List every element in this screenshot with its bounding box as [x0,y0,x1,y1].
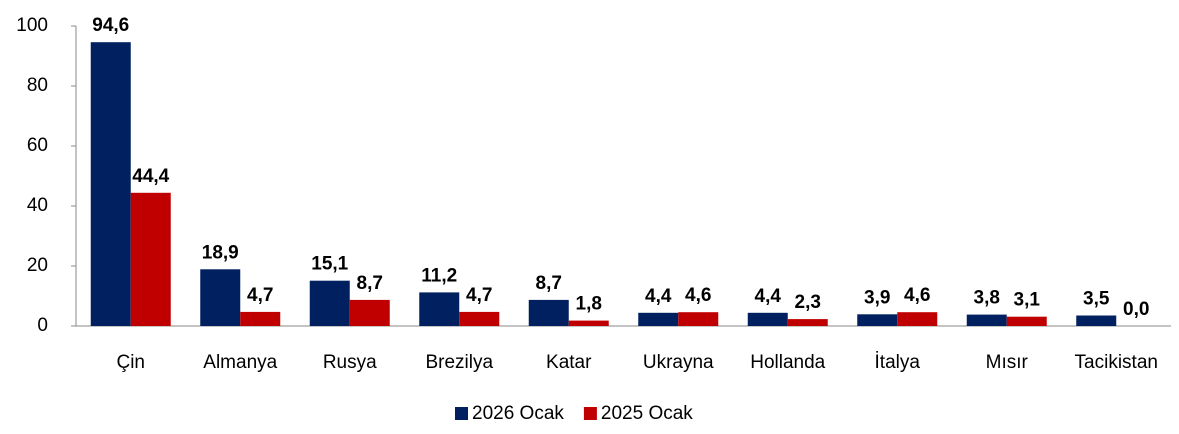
y-tick-label: 40 [27,195,48,216]
value-label: 3,5 [1083,289,1110,310]
bar [309,280,350,326]
value-label: 4,4 [755,286,782,307]
bar [857,314,898,326]
value-label: 1,8 [576,294,602,315]
value-label: 44,4 [132,166,169,187]
value-label: 8,7 [536,273,562,294]
bar [747,312,788,326]
value-label: 3,8 [974,288,1000,309]
x-tick-label: Brezilya [425,352,493,373]
x-tick-label: Rusya [323,352,377,373]
bar [200,269,241,326]
value-label: 94,6 [92,15,129,36]
x-tick-label: Çin [116,352,145,373]
x-tick-label: Hollanda [750,352,825,373]
bar [240,311,281,326]
y-tick-label: 60 [27,135,48,156]
bar [638,312,679,326]
legend-label: 2025 Ocak [601,403,693,424]
value-label: 11,2 [421,265,457,286]
legend-swatch [583,407,597,420]
bar [1076,315,1117,326]
y-tick-label: 80 [27,75,48,96]
x-tick-label: Almanya [203,352,277,373]
x-tick-label: Ukrayna [643,352,714,373]
value-label: 0,0 [1123,299,1149,320]
value-label: 3,9 [864,287,890,308]
value-label: 3,1 [1014,290,1041,311]
bar [897,312,938,326]
bar [90,42,131,326]
x-tick-label: Katar [546,352,592,373]
value-label: 4,6 [685,285,711,306]
legend-label: 2026 Ocak [472,403,564,424]
y-tick-label: 100 [16,15,48,36]
bar [419,292,460,326]
bar [568,320,609,326]
y-tick-label: 20 [27,255,48,276]
value-label: 4,7 [466,285,492,306]
y-tick-label: 0 [37,315,48,336]
value-label: 8,7 [357,273,383,294]
bar [528,299,569,326]
bar [678,312,719,326]
value-label: 15,1 [311,254,348,275]
bar [130,192,171,326]
value-label: 4,7 [247,285,273,306]
value-label: 4,6 [904,285,930,306]
bar [349,299,390,326]
x-tick-label: Tacikistan [1075,352,1158,373]
value-label: 2,3 [795,292,821,313]
bar [787,319,828,326]
bar [966,314,1007,326]
x-tick-label: İtalya [875,352,921,373]
x-tick-label: Mısır [986,352,1029,373]
value-label: 18,9 [202,242,239,263]
bar [1006,316,1047,326]
value-label: 4,4 [645,286,672,307]
bar [459,311,500,326]
legend-swatch [455,407,468,420]
